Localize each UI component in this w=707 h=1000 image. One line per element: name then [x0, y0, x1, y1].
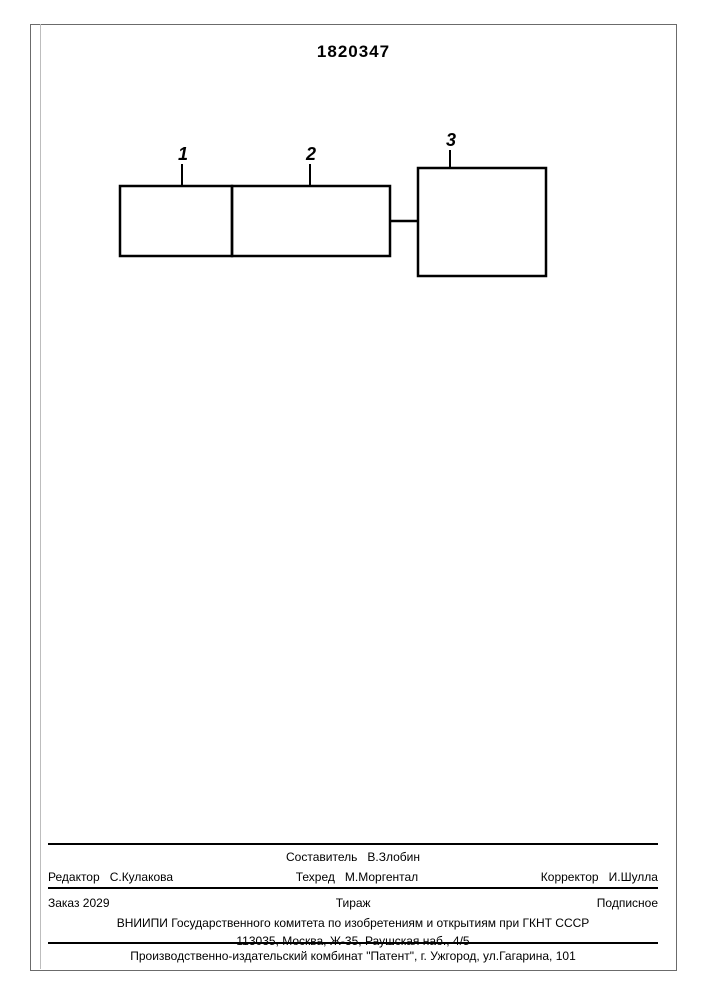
svg-text:2: 2 [305, 144, 316, 164]
corrector-label: Корректор [541, 870, 599, 884]
order-row: Заказ 2029 Тираж Подписное [48, 892, 658, 914]
footer-line: Производственно-издательский комбинат "П… [48, 949, 658, 963]
document-number: 1820347 [0, 42, 707, 62]
credits-block: Составитель В.Злобин Редактор С.Кулакова… [48, 848, 658, 888]
techred-cell: Техред М.Моргентал [296, 868, 418, 886]
tirazh: Тираж [336, 894, 371, 912]
order-number: Заказ 2029 [48, 894, 110, 912]
corrector-name: И.Шулла [609, 870, 658, 884]
corrector-cell: Корректор И.Шулла [541, 868, 658, 886]
podpisnoe: Подписное [597, 894, 658, 912]
editor-name: С.Кулакова [110, 870, 173, 884]
svg-text:3: 3 [446, 130, 456, 150]
compiler-line: Составитель В.Злобин [48, 848, 658, 866]
editor-label: Редактор [48, 870, 100, 884]
credits-row: Редактор С.Кулакова Техред М.Моргентал К… [48, 866, 658, 888]
compiler-label: Составитель [286, 850, 357, 864]
block-diagram: 123 [120, 148, 580, 298]
compiler-name: В.Злобин [367, 850, 420, 864]
inner-margin-line [40, 24, 41, 969]
divider-mid [48, 887, 658, 889]
editor-cell: Редактор С.Кулакова [48, 868, 173, 886]
divider-top [48, 843, 658, 845]
org-line-1: ВНИИПИ Государственного комитета по изоб… [48, 914, 658, 932]
divider-bottom [48, 942, 658, 944]
techred-name: М.Моргентал [345, 870, 418, 884]
techred-label: Техред [296, 870, 335, 884]
org-line-2: 113035, Москва, Ж-35, Раушская наб., 4/5 [48, 932, 658, 950]
svg-text:1: 1 [178, 144, 188, 164]
